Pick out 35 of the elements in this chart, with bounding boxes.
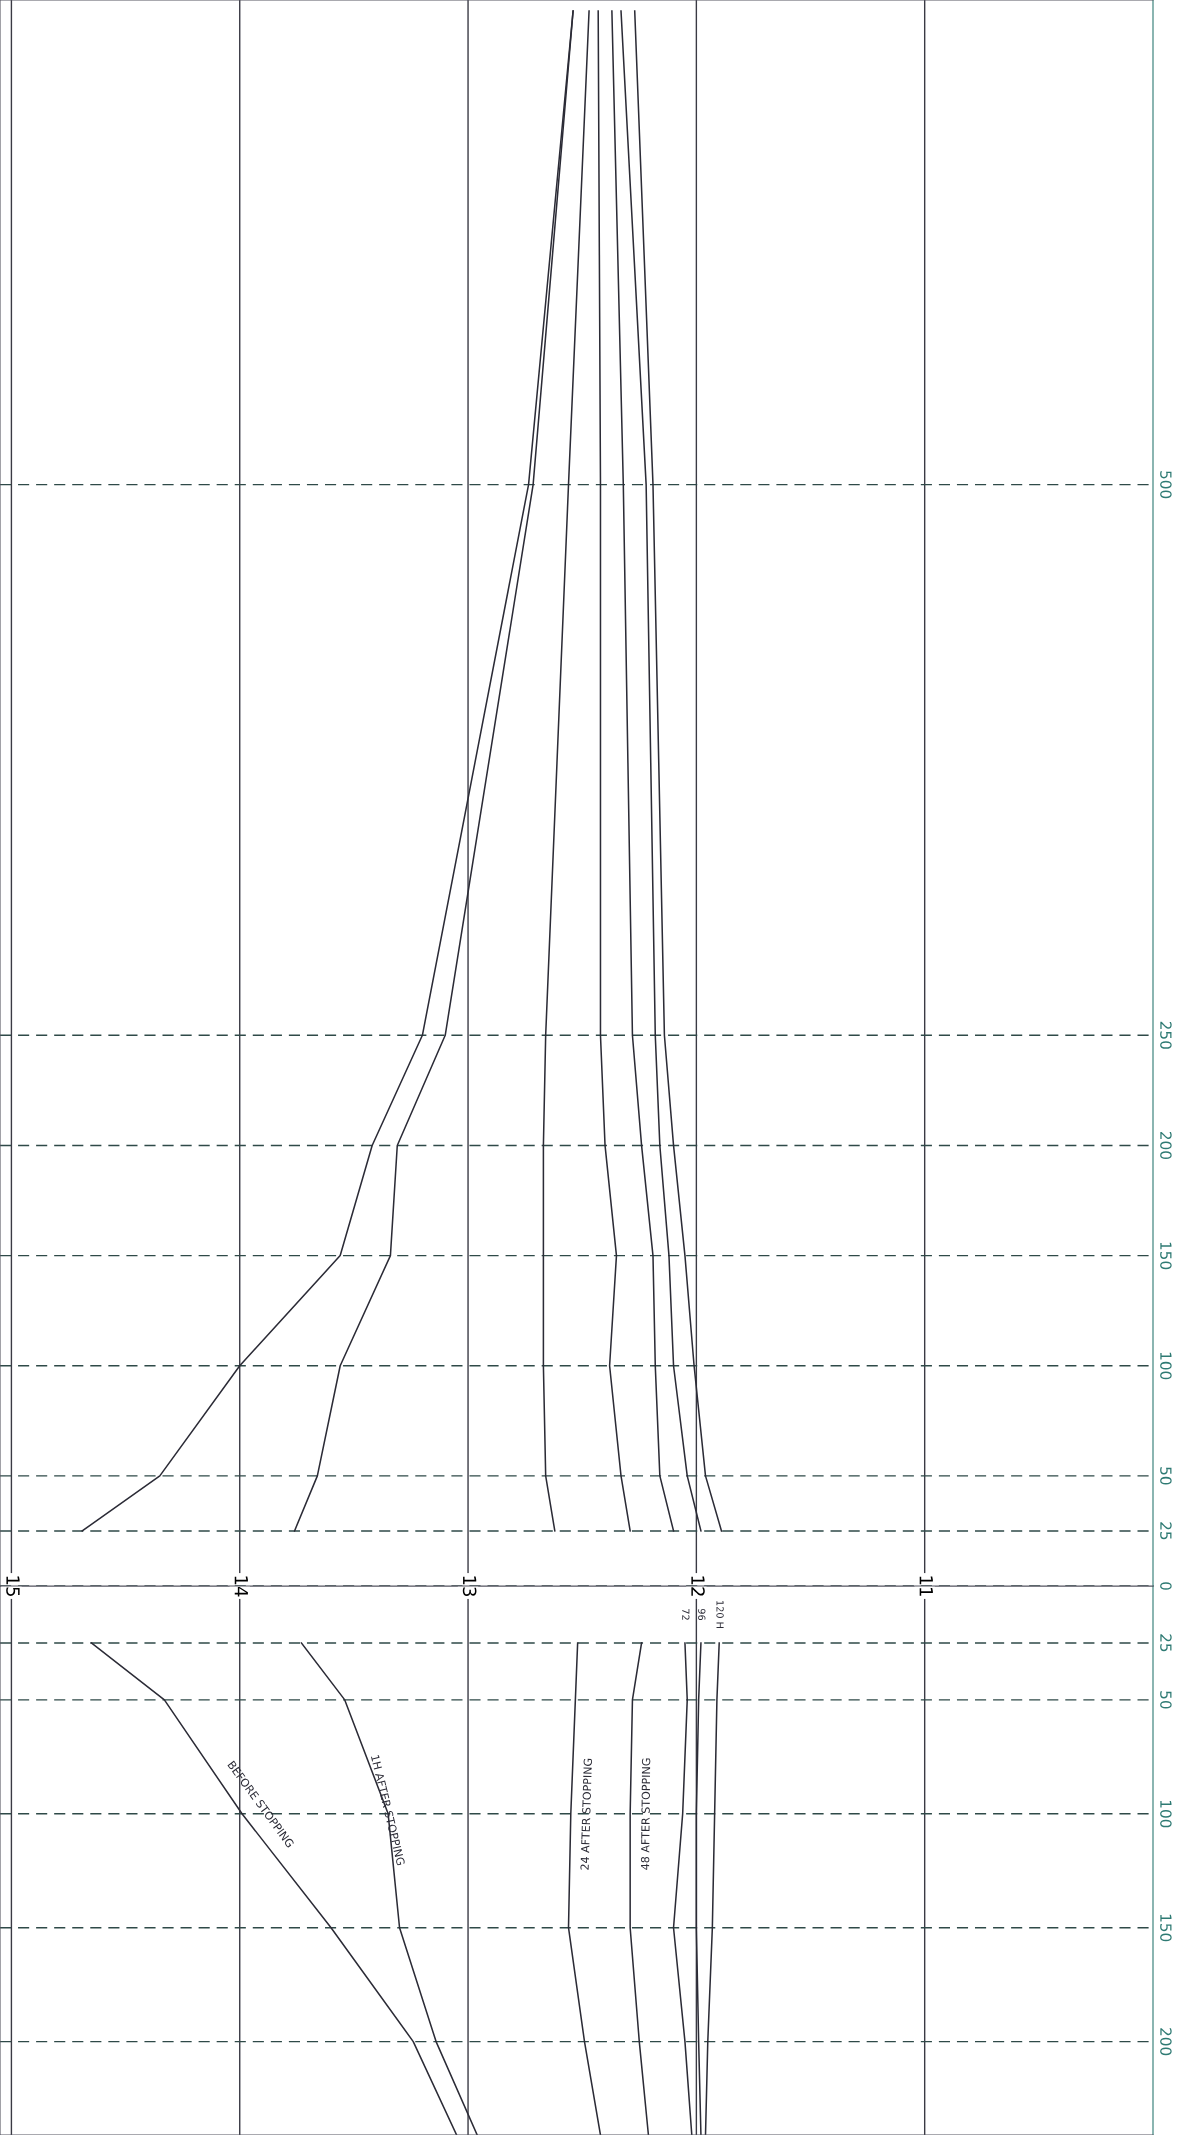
x-tick-label: 14 <box>234 1576 248 1597</box>
y-tick-label: 500 <box>1160 471 1172 499</box>
line-series <box>672 1642 693 2135</box>
y-tick-label: 100 <box>1160 1800 1172 1828</box>
line-series <box>611 10 675 1532</box>
line-series <box>695 1642 702 2135</box>
line-series <box>90 1642 458 2135</box>
x-tick-label: 15 <box>6 1576 20 1596</box>
y-tick-label: 150 <box>1160 1914 1172 1942</box>
line-series <box>567 1642 602 2135</box>
text: 24 AFTER STOPPING <box>580 1758 593 1870</box>
x-tick-label: 13 <box>462 1576 477 1597</box>
line-series <box>620 10 702 1532</box>
line-series <box>629 1642 650 2135</box>
line-series <box>633 10 723 1532</box>
y-tick-label: 250 <box>1160 1021 1172 1049</box>
y-tick-label: 150 <box>1160 1242 1172 1270</box>
y-tick-label: 200 <box>1160 2028 1172 2056</box>
line-series <box>704 1642 720 2135</box>
x-tick-label: 12 <box>691 1576 705 1596</box>
text: 120 H <box>716 1601 724 1628</box>
y-tick-label: 50 <box>1160 1691 1172 1709</box>
y-tick-label: 0 <box>1160 1582 1172 1590</box>
y-tick-label: 200 <box>1160 1131 1172 1160</box>
y-tick-label: 25 <box>1160 1522 1172 1540</box>
x-tick-label: 11 <box>919 1576 933 1596</box>
line-series <box>300 1642 478 2135</box>
y-tick-label: 50 <box>1160 1467 1172 1485</box>
line-series <box>542 10 590 1532</box>
text: 48 AFTER STOPPING <box>640 1758 651 1870</box>
text: 72 <box>682 1609 690 1620</box>
y-tick-label: 100 <box>1160 1352 1172 1380</box>
y-tick-label: 25 <box>1160 1634 1172 1652</box>
line-series <box>597 10 631 1532</box>
text: 96 <box>698 1608 706 1621</box>
